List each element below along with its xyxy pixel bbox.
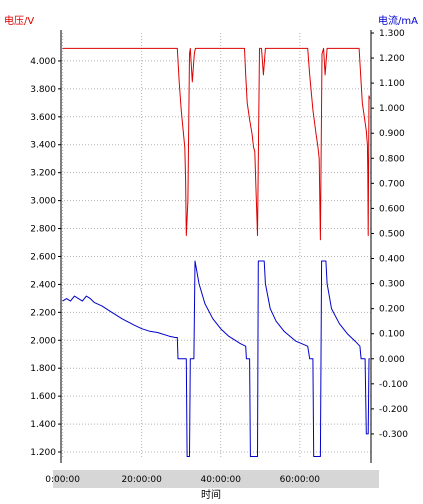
right-tick-label: 0.600	[379, 204, 405, 214]
left-tick-label: 2.200	[30, 308, 56, 318]
right-tick-label: 0.100	[379, 330, 405, 340]
left-tick-label: 1.600	[30, 392, 56, 402]
right-axis-title: 电流/mA	[378, 14, 418, 27]
right-tick-label: 0.200	[379, 305, 405, 315]
left-tick-label: 4.000	[30, 57, 56, 67]
x-tick-label: 20:00:00	[121, 475, 162, 485]
plot-area	[61, 33, 371, 459]
right-tick-label: 0.300	[379, 280, 405, 290]
left-tick-label: 2.400	[30, 280, 56, 290]
right-tick-label: 1.200	[379, 54, 405, 64]
right-tick-label: -0.300	[379, 430, 408, 440]
right-tick-label: 0.000	[379, 355, 405, 365]
x-axis-band	[53, 470, 379, 488]
left-tick-label: 1.400	[30, 420, 56, 430]
left-tick-label: 1.800	[30, 364, 56, 374]
left-tick-label: 3.400	[30, 141, 56, 151]
left-axis-title: 电压/V	[4, 14, 34, 27]
x-tick-label: 40:00:00	[201, 475, 242, 485]
right-tick-label: 1.000	[379, 104, 405, 114]
current-series-line	[62, 260, 370, 457]
voltage-series-line	[62, 47, 371, 241]
right-tick-label: 0.700	[379, 179, 405, 189]
series-layer	[62, 47, 371, 457]
left-tick-label: 2.800	[30, 225, 56, 235]
right-tick-label: 0.900	[379, 129, 405, 139]
left-tick-label: 3.200	[30, 169, 56, 179]
x-tick-label: 60:00:00	[280, 475, 321, 485]
right-tick-label: -0.200	[379, 405, 408, 415]
right-tick-label: 0.800	[379, 154, 405, 164]
left-tick-label: 2.000	[30, 336, 56, 346]
x-axis-ticks: 0:00:00 20:00:00 40:00:00 60:00:00	[45, 475, 320, 485]
right-tick-label: -0.100	[379, 380, 408, 390]
right-tick-label: 0.400	[379, 255, 405, 265]
left-tick-label: 3.800	[30, 85, 56, 95]
right-tick-label: 1.300	[379, 29, 405, 39]
left-tick-label: 2.600	[30, 252, 56, 262]
right-axis-ticks: 1.300 1.200 1.100 1.000 0.900 0.800 0.700 0.600…	[371, 29, 408, 440]
left-tick-label: 1.200	[30, 448, 56, 458]
left-tick-label: 3.000	[30, 197, 56, 207]
right-tick-label: 1.100	[379, 79, 405, 89]
x-tick-label: 0:00:00	[45, 475, 80, 485]
right-tick-label: 0.500	[379, 229, 405, 239]
x-axis-title: 时间	[201, 488, 221, 501]
left-tick-label: 3.600	[30, 113, 56, 123]
left-axis-ticks: 4.000 3.800 3.600 3.400 3.200 3.000 2.800 2.600…	[30, 57, 61, 458]
